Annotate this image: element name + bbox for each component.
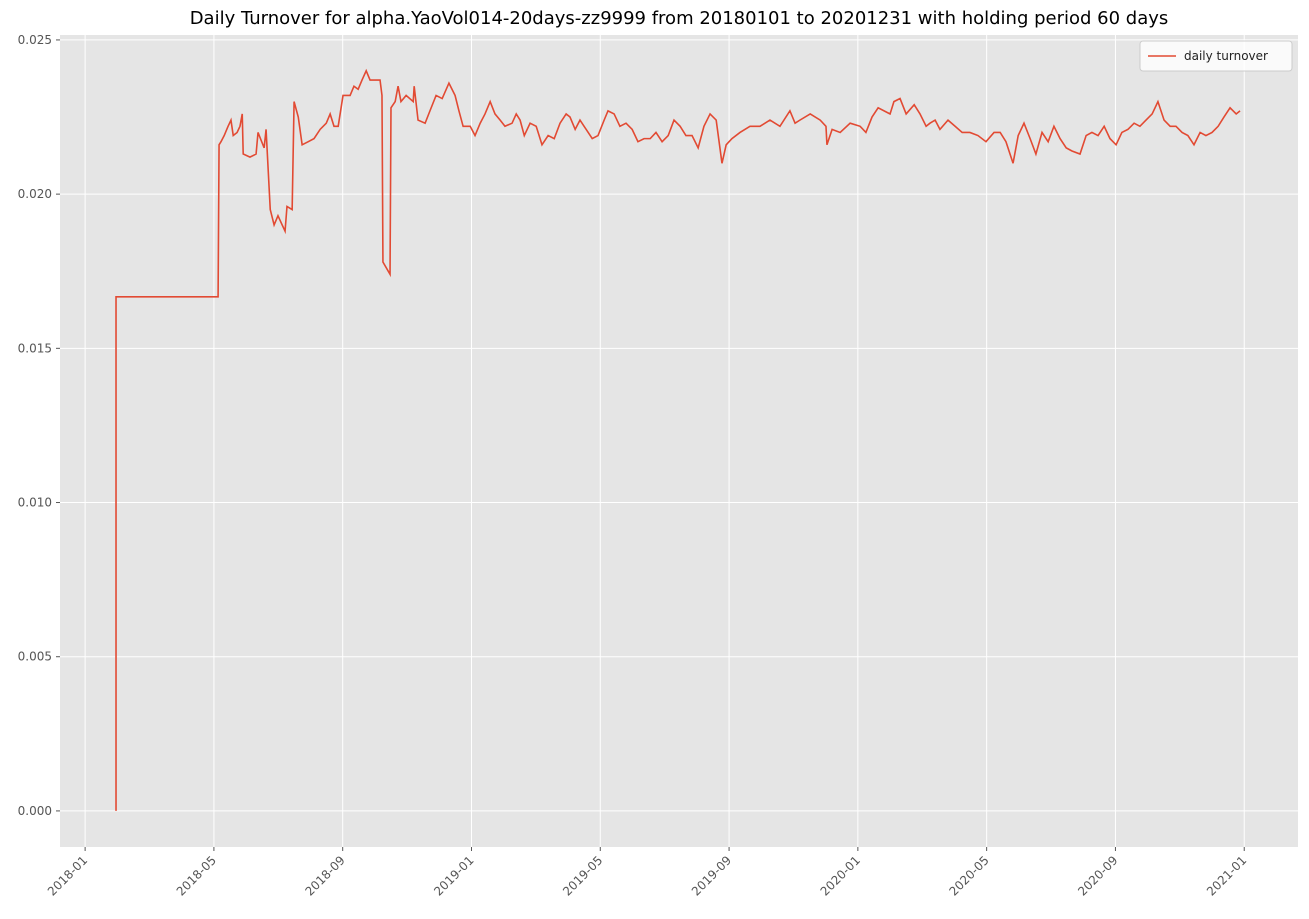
- x-tick-label: 2019-01: [431, 853, 476, 898]
- x-tick-label: 2018-05: [174, 853, 219, 898]
- chart-title: Daily Turnover for alpha.YaoVol014-20day…: [190, 8, 1169, 29]
- x-tick-label: 2018-09: [302, 853, 347, 898]
- x-tick-label: 2018-01: [45, 853, 90, 898]
- x-tick-label: 2020-01: [818, 853, 863, 898]
- legend-box: [1139, 40, 1293, 72]
- x-tick-label: 2020-09: [1075, 853, 1120, 898]
- y-tick-label: 0.015: [18, 341, 52, 355]
- x-tick-label: 2019-09: [689, 853, 734, 898]
- series-line: [115, 68, 1241, 811]
- x-tick-label: 2020-05: [946, 853, 991, 898]
- x-tick-label: 2021-01: [1204, 853, 1249, 898]
- y-tick-label: 0.020: [18, 187, 52, 201]
- x-tick-label: 2019-05: [560, 853, 605, 898]
- y-tick-label: 0.010: [18, 496, 52, 510]
- y-tick-label: 0.005: [18, 650, 52, 664]
- legend-label: daily turnover: [1184, 49, 1268, 63]
- plot-area: [60, 35, 1298, 847]
- y-tick-label: 0.000: [18, 804, 52, 818]
- y-tick-label: 0.025: [18, 33, 52, 47]
